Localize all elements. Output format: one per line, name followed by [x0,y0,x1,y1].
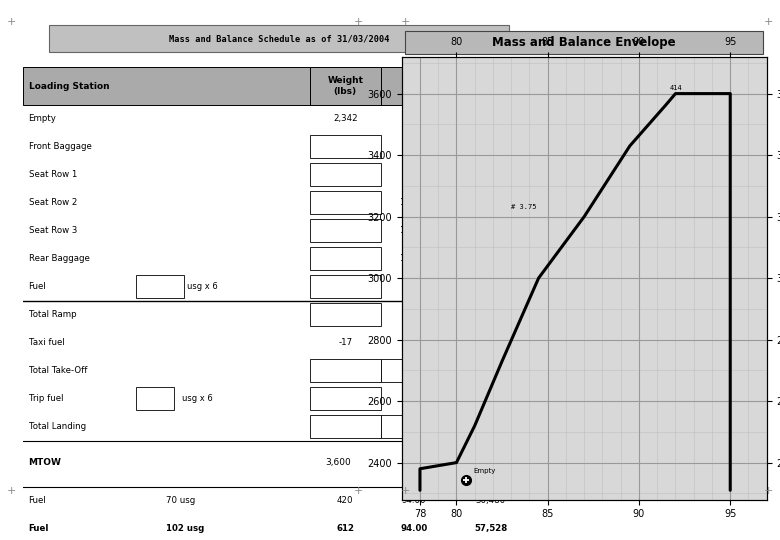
Text: 94.00: 94.00 [402,496,427,505]
Text: 119.10: 119.10 [399,198,429,207]
Text: Moment
(lbs x In): Moment (lbs x In) [468,77,513,96]
Bar [310,415,381,438]
Bar [136,387,174,410]
Bar [310,136,381,158]
Text: 3,600: 3,600 [324,458,350,468]
Text: +: + [7,17,16,26]
Bar [448,68,534,105]
Bar [310,359,381,382]
Bar [448,303,534,326]
Text: 612: 612 [336,524,354,534]
Bar [448,247,534,270]
Bar [381,68,448,105]
Text: 94.00: 94.00 [402,338,427,347]
Text: Seat Row 1: Seat Row 1 [29,170,77,179]
Text: Seat Row 3: Seat Row 3 [29,226,77,235]
Text: Seat Row 2: Seat Row 2 [29,198,77,207]
Text: 414: 414 [670,85,682,91]
Text: 85.50: 85.50 [402,170,427,179]
Text: 2,342: 2,342 [333,114,357,123]
Text: +: + [764,17,773,26]
Bar [136,275,184,298]
Text: Mass and Balance Schedule as of 31/03/2004: Mass and Balance Schedule as of 31/03/20… [168,34,389,43]
Text: 42.00: 42.00 [402,143,427,151]
Text: 57,528: 57,528 [474,524,508,534]
Text: 94.00: 94.00 [402,394,427,403]
Text: 178.70: 178.70 [399,254,429,263]
Text: 188,595: 188,595 [473,114,509,123]
Bar [448,387,534,410]
Text: 157.60: 157.60 [399,226,429,235]
Bar [310,387,381,410]
Text: Fuel: Fuel [29,282,46,291]
Text: 102 usg: 102 usg [166,524,204,534]
Text: +: + [354,17,363,26]
Bar [448,275,534,298]
Text: 30,480: 30,480 [476,496,506,505]
Text: +: + [354,487,363,496]
Text: usg x 6: usg x 6 [187,282,218,291]
Text: # 3.75: # 3.75 [511,204,537,211]
Bar [310,219,381,242]
Bar [448,163,534,186]
Bar [448,219,534,242]
Text: Fuel: Fuel [29,524,49,534]
Text: Mass and Balance Envelope: Mass and Balance Envelope [492,36,676,49]
Bar [406,31,763,55]
Bar [23,68,310,105]
Bar [381,359,448,382]
Text: Weight
(lbs): Weight (lbs) [328,77,363,96]
Text: MTOW: MTOW [29,458,62,468]
Text: 420: 420 [337,496,353,505]
Text: +: + [764,487,773,496]
Bar [448,359,534,382]
Bar [448,415,534,438]
Bar [310,191,381,214]
Bar [310,163,381,186]
Text: Loading Station: Loading Station [29,82,109,91]
Bar [448,136,534,158]
Text: -1,598: -1,598 [477,338,505,347]
Text: 70 usg: 70 usg [166,496,196,505]
Bar [310,275,381,298]
Text: Total Take-Off: Total Take-Off [29,366,87,375]
Bar [310,68,381,105]
Text: Total Landing: Total Landing [29,422,86,431]
Text: 9 – Mass and Balance: 9 – Mass and Balance [13,515,180,529]
Bar [310,303,381,326]
Text: Fuel: Fuel [29,496,46,505]
Text: usg x 6: usg x 6 [182,394,212,403]
Text: Taxi fuel: Taxi fuel [29,338,64,347]
Text: 80.53: 80.53 [402,114,427,123]
Text: Arm
(In): Arm (In) [404,77,424,96]
Bar [310,247,381,270]
Text: Empty: Empty [473,468,496,474]
Text: +: + [401,487,410,496]
Bar [381,415,448,438]
Text: -17: -17 [339,338,353,347]
Text: Front Baggage: Front Baggage [29,143,91,151]
Text: Trip fuel: Trip fuel [29,394,63,403]
Text: Rear Baggage: Rear Baggage [29,254,90,263]
Text: Empty: Empty [29,114,56,123]
Bar [49,25,509,52]
Text: Total Ramp: Total Ramp [29,310,76,319]
Text: +: + [401,17,410,26]
Text: 94.00: 94.00 [402,282,427,291]
Bar [448,191,534,214]
Text: 94.00: 94.00 [401,524,428,534]
Text: +: + [7,487,16,496]
